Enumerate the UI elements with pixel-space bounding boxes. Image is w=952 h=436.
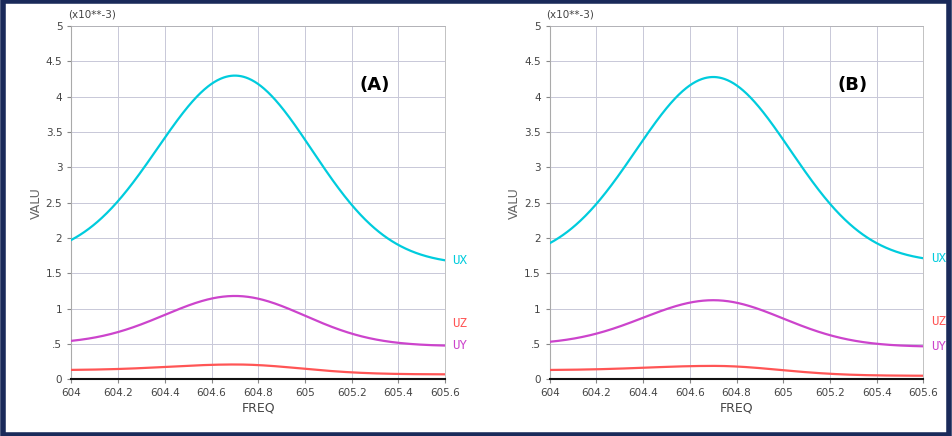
Text: UY: UY: [931, 340, 946, 353]
Y-axis label: VALU: VALU: [508, 187, 522, 218]
Text: UZ: UZ: [931, 315, 946, 328]
Text: UX: UX: [452, 254, 467, 267]
Text: (x10**-3): (x10**-3): [546, 9, 594, 19]
X-axis label: FREQ: FREQ: [242, 401, 275, 414]
Text: UX: UX: [931, 252, 946, 265]
Text: (x10**-3): (x10**-3): [68, 9, 115, 19]
Y-axis label: VALU: VALU: [30, 187, 43, 218]
Text: UZ: UZ: [452, 317, 467, 330]
X-axis label: FREQ: FREQ: [720, 401, 753, 414]
Text: UY: UY: [452, 339, 467, 352]
Text: (A): (A): [359, 76, 389, 94]
Text: (B): (B): [838, 76, 867, 94]
